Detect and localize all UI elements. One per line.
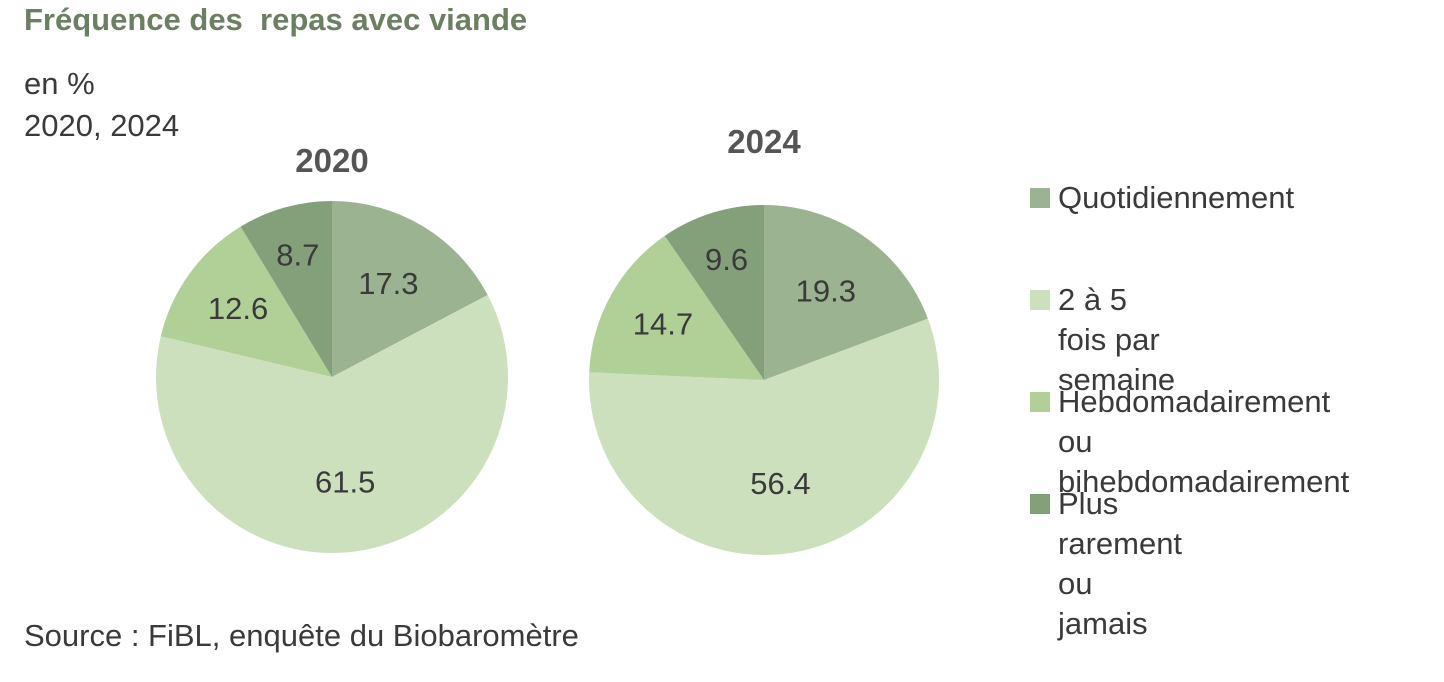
legend-item-quotidiennement: Quotidiennement: [1030, 178, 1294, 218]
unit-label: en %: [24, 66, 95, 101]
slice-label: 56.4: [750, 466, 810, 501]
years-label: 2020, 2024: [24, 108, 180, 143]
legend-item-2-a-5-fois: 2 à 5 fois par semaine: [1030, 280, 1175, 400]
legend-label: Plus rarement ou jamais: [1058, 486, 1183, 641]
slice-label: 12.6: [208, 291, 268, 326]
pie-slice: [160, 226, 332, 377]
pie-2024: 2024 19.3 56.4 14.7 9.6: [589, 123, 939, 555]
pie-slice: [332, 201, 488, 377]
legend-item-hebdomadairement: Hebdomadairement ou bihebdomadairement: [1030, 382, 1349, 502]
slice-label: 8.7: [276, 237, 319, 272]
slice-label: 14.7: [633, 307, 693, 342]
pie-slice: [664, 205, 764, 380]
chart-title: Fréquence des repas avec viande: [24, 2, 528, 37]
legend-swatch: [1030, 392, 1050, 412]
slice-label: 9.6: [705, 242, 748, 277]
source-note: Source : FiBL, enquête du Biobaromètre: [24, 618, 579, 653]
slice-label: 61.5: [315, 464, 375, 499]
legend-label: Hebdomadairement ou bihebdomadairement: [1058, 384, 1350, 499]
pie-slice: [240, 201, 332, 377]
slice-label: 17.3: [358, 266, 418, 301]
legend-swatch: [1030, 290, 1050, 310]
pie-2020: 2020 17.3 61.5 12.68.7: [155, 142, 509, 553]
slice-label: 19.3: [796, 273, 856, 308]
pie-title: 2024: [727, 123, 801, 160]
legend-label: 2 à 5 fois par semaine: [1058, 282, 1176, 397]
pie-slice: [764, 205, 928, 380]
legend-item-plus-rarement: Plus rarement ou jamais: [1030, 484, 1182, 644]
pie-slice: [155, 294, 509, 553]
legend-swatch: [1030, 494, 1050, 514]
pie-slice: [589, 318, 939, 555]
legend-swatch: [1030, 188, 1050, 208]
pie-title: 2020: [295, 142, 368, 179]
legend-label: Quotidiennement: [1058, 180, 1295, 215]
pie-slice: [589, 235, 764, 380]
